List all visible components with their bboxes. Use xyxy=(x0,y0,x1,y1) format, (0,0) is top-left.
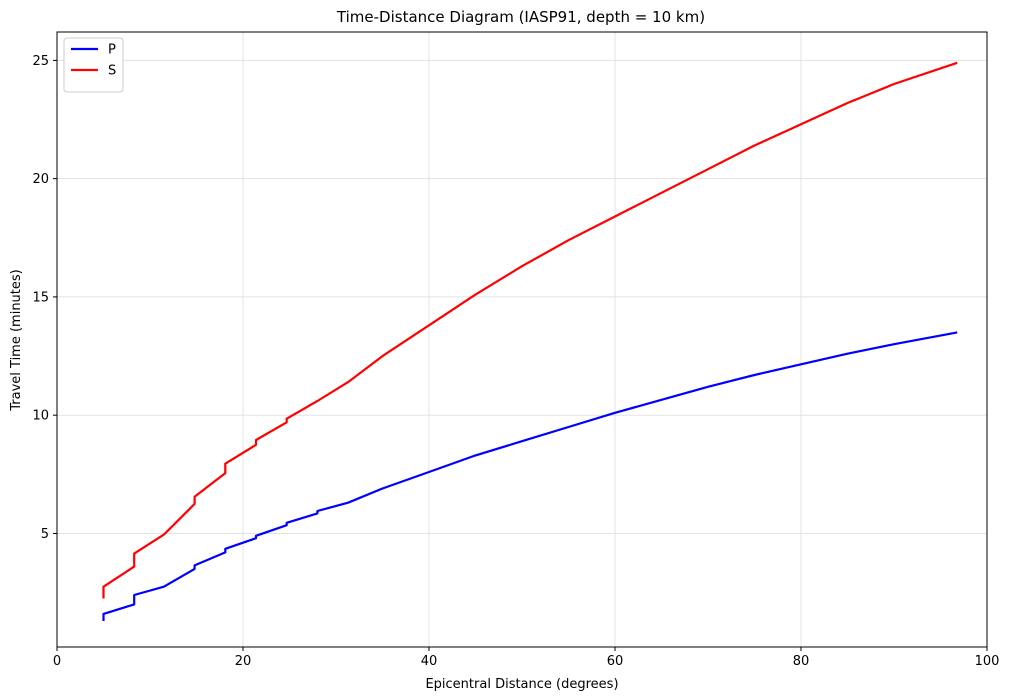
x-tick-label: 0 xyxy=(53,654,61,669)
x-tick-label: 80 xyxy=(793,654,810,669)
x-tick-label: 100 xyxy=(975,654,1000,669)
y-axis: 5 10 15 20 25 xyxy=(32,54,57,542)
x-axis: 0 20 40 60 80 100 xyxy=(53,647,1000,669)
chart-title: Time-Distance Diagram (IASP91, depth = 1… xyxy=(336,8,705,26)
legend-label-p: P xyxy=(108,43,116,58)
y-tick-label: 15 xyxy=(32,290,49,305)
series-line-s xyxy=(102,61,958,599)
grid-lines xyxy=(56,32,988,647)
y-tick-label: 10 xyxy=(32,409,49,424)
x-tick-label: 60 xyxy=(607,654,624,669)
x-axis-label: Epicentral Distance (degrees) xyxy=(425,677,618,692)
y-axis-label: Travel Time (minutes) xyxy=(9,269,24,412)
legend-label-s: S xyxy=(108,64,116,79)
y-tick-label: 25 xyxy=(32,54,49,69)
series-line-p xyxy=(102,331,958,621)
legend: PS xyxy=(63,37,124,93)
legend-box xyxy=(63,37,124,93)
x-tick-label: 40 xyxy=(421,654,438,669)
y-tick-label: 5 xyxy=(41,527,49,542)
y-tick-label: 20 xyxy=(32,172,49,187)
plot-frame xyxy=(56,31,988,648)
x-tick-label: 20 xyxy=(235,654,252,669)
plot-series xyxy=(102,61,958,621)
